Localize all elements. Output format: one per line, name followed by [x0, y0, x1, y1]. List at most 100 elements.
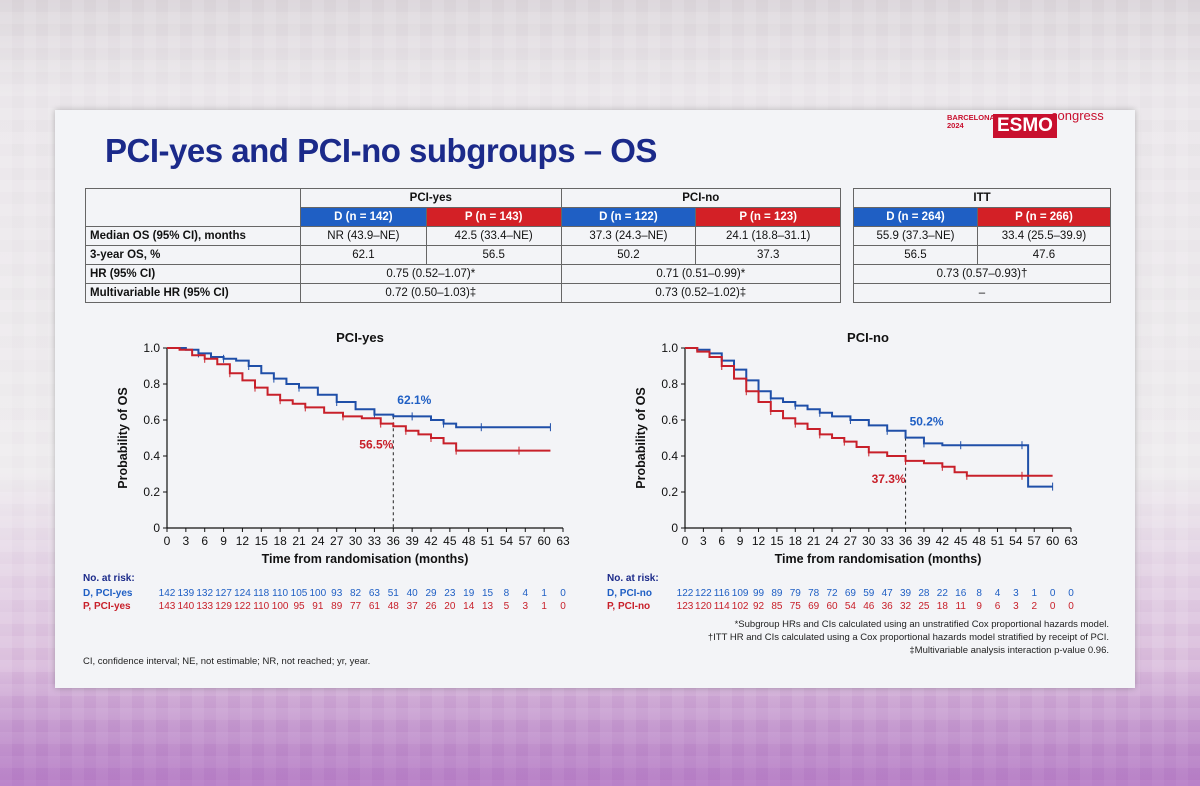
risk-count: 25 [918, 601, 930, 612]
risk-count: 118 [253, 588, 269, 599]
risk-count: 122 [677, 588, 694, 599]
risk-count: 59 [863, 588, 875, 599]
risk-count: 29 [425, 588, 437, 599]
risk-table-header: No. at risk: [83, 573, 135, 584]
table-row: Median OS (95% CI), months NR (43.9–NE) … [85, 226, 841, 246]
y-tick-label: 0.6 [143, 413, 160, 427]
subgroup-table: PCI-yes PCI-no D (n = 142) P (n = 143) D… [85, 188, 842, 303]
risk-count: 91 [312, 601, 324, 612]
y-tick-label: 0.6 [661, 413, 678, 427]
landmark-label: 50.2% [910, 415, 944, 429]
x-tick-label: 33 [368, 534, 382, 548]
logo-suffix: congress [1051, 108, 1104, 123]
footnote: †ITT HR and CIs calculated using a Cox p… [707, 632, 1109, 643]
risk-count: 82 [350, 588, 362, 599]
risk-count: 8 [504, 588, 510, 599]
risk-count: 6 [995, 601, 1001, 612]
chart-title: PCI-yes [336, 330, 384, 345]
risk-count: 19 [463, 588, 475, 599]
risk-count: 13 [482, 601, 494, 612]
x-tick-label: 18 [789, 534, 803, 548]
group-header-itt: ITT [853, 188, 1111, 208]
risk-count: 95 [293, 601, 305, 612]
row-label: HR (95% CI) [85, 264, 301, 284]
x-tick-label: 15 [255, 534, 269, 548]
x-tick-label: 0 [164, 534, 171, 548]
chart-title: PCI-no [847, 330, 889, 345]
row-label: Multivariable HR (95% CI) [85, 283, 301, 303]
logo-city: BARCELONA 2024 [947, 113, 995, 130]
x-tick-label: 57 [519, 534, 533, 548]
risk-count: 85 [771, 601, 783, 612]
risk-count: 22 [937, 588, 949, 599]
risk-count: 114 [714, 601, 730, 612]
x-tick-label: 27 [330, 534, 344, 548]
risk-count: 116 [714, 588, 730, 599]
y-tick-label: 1.0 [143, 341, 160, 355]
table-row: 55.9 (37.3–NE) 33.4 (25.5–39.9) [853, 226, 1112, 246]
row-label: Median OS (95% CI), months [85, 226, 301, 246]
x-tick-label: 39 [405, 534, 419, 548]
risk-count: 16 [955, 588, 967, 599]
x-tick-label: 54 [1009, 534, 1023, 548]
x-tick-label: 0 [682, 534, 689, 548]
risk-row-label: P, PCI-yes [83, 601, 131, 612]
arm-header: D (n = 142) [300, 207, 427, 227]
risk-count: 102 [732, 601, 749, 612]
table-row: 0.73 (0.57–0.93)† [853, 264, 1111, 284]
risk-count: 99 [753, 588, 765, 599]
risk-table-header: No. at risk: [607, 573, 659, 584]
risk-count: 0 [560, 588, 566, 599]
x-tick-label: 51 [481, 534, 495, 548]
arm-header: P (n = 143) [425, 207, 562, 227]
x-tick-label: 36 [899, 534, 913, 548]
y-axis-label: Probability of OS [116, 387, 130, 488]
risk-count: 9 [976, 601, 982, 612]
x-tick-label: 60 [1046, 534, 1060, 548]
risk-count: 132 [196, 588, 213, 599]
x-tick-label: 9 [737, 534, 744, 548]
risk-count: 36 [882, 601, 894, 612]
x-tick-label: 63 [556, 534, 570, 548]
risk-count: 0 [1050, 588, 1056, 599]
table-cell: 37.3 (24.3–NE) [560, 226, 697, 246]
x-tick-label: 51 [991, 534, 1005, 548]
table-cell: 0.73 (0.52–1.02)‡ [560, 283, 842, 303]
risk-count: 1 [541, 588, 547, 599]
risk-count: 93 [331, 588, 343, 599]
table-cell: 56.5 [853, 245, 978, 265]
x-tick-label: 30 [349, 534, 363, 548]
risk-count: 5 [504, 601, 510, 612]
risk-count: 3 [1013, 588, 1019, 599]
x-tick-label: 6 [718, 534, 725, 548]
risk-count: 61 [369, 601, 381, 612]
table-row: Multivariable HR (95% CI) 0.72 (0.50–1.0… [85, 283, 842, 303]
x-axis-label: Time from randomisation (months) [262, 552, 469, 566]
footnotes-right: *Subgroup HRs and CIs calculated using a… [708, 618, 1109, 657]
risk-count: 4 [995, 588, 1001, 599]
risk-count: 3 [523, 601, 529, 612]
risk-count: 48 [388, 601, 400, 612]
series-line-p-pci-yes [167, 347, 551, 452]
y-tick-label: 0.8 [661, 377, 678, 391]
risk-row-label: D, PCI-no [607, 588, 652, 599]
y-tick-label: 0.2 [661, 485, 678, 499]
risk-count: 100 [272, 601, 289, 612]
series-line-p-pci-no [685, 347, 1053, 477]
risk-count: 26 [425, 601, 437, 612]
table-cell: 33.4 (25.5–39.9) [976, 226, 1112, 246]
logo-brand: ESMO [993, 114, 1057, 138]
x-tick-label: 48 [462, 534, 476, 548]
x-tick-label: 60 [537, 534, 551, 548]
risk-count: 28 [918, 588, 930, 599]
esmo-logo: BARCELONA 2024 ESMO congress [947, 108, 1117, 146]
risk-count: 72 [826, 588, 838, 599]
table-row: 3-year OS, % 62.1 56.5 50.2 37.3 [85, 245, 841, 265]
x-tick-label: 48 [972, 534, 986, 548]
group-header-pci-yes: PCI-yes [300, 188, 562, 208]
risk-count: 79 [790, 588, 802, 599]
risk-row-label: P, PCI-no [607, 601, 650, 612]
y-tick-label: 0.4 [143, 449, 160, 463]
table-cell: – [853, 283, 1111, 303]
